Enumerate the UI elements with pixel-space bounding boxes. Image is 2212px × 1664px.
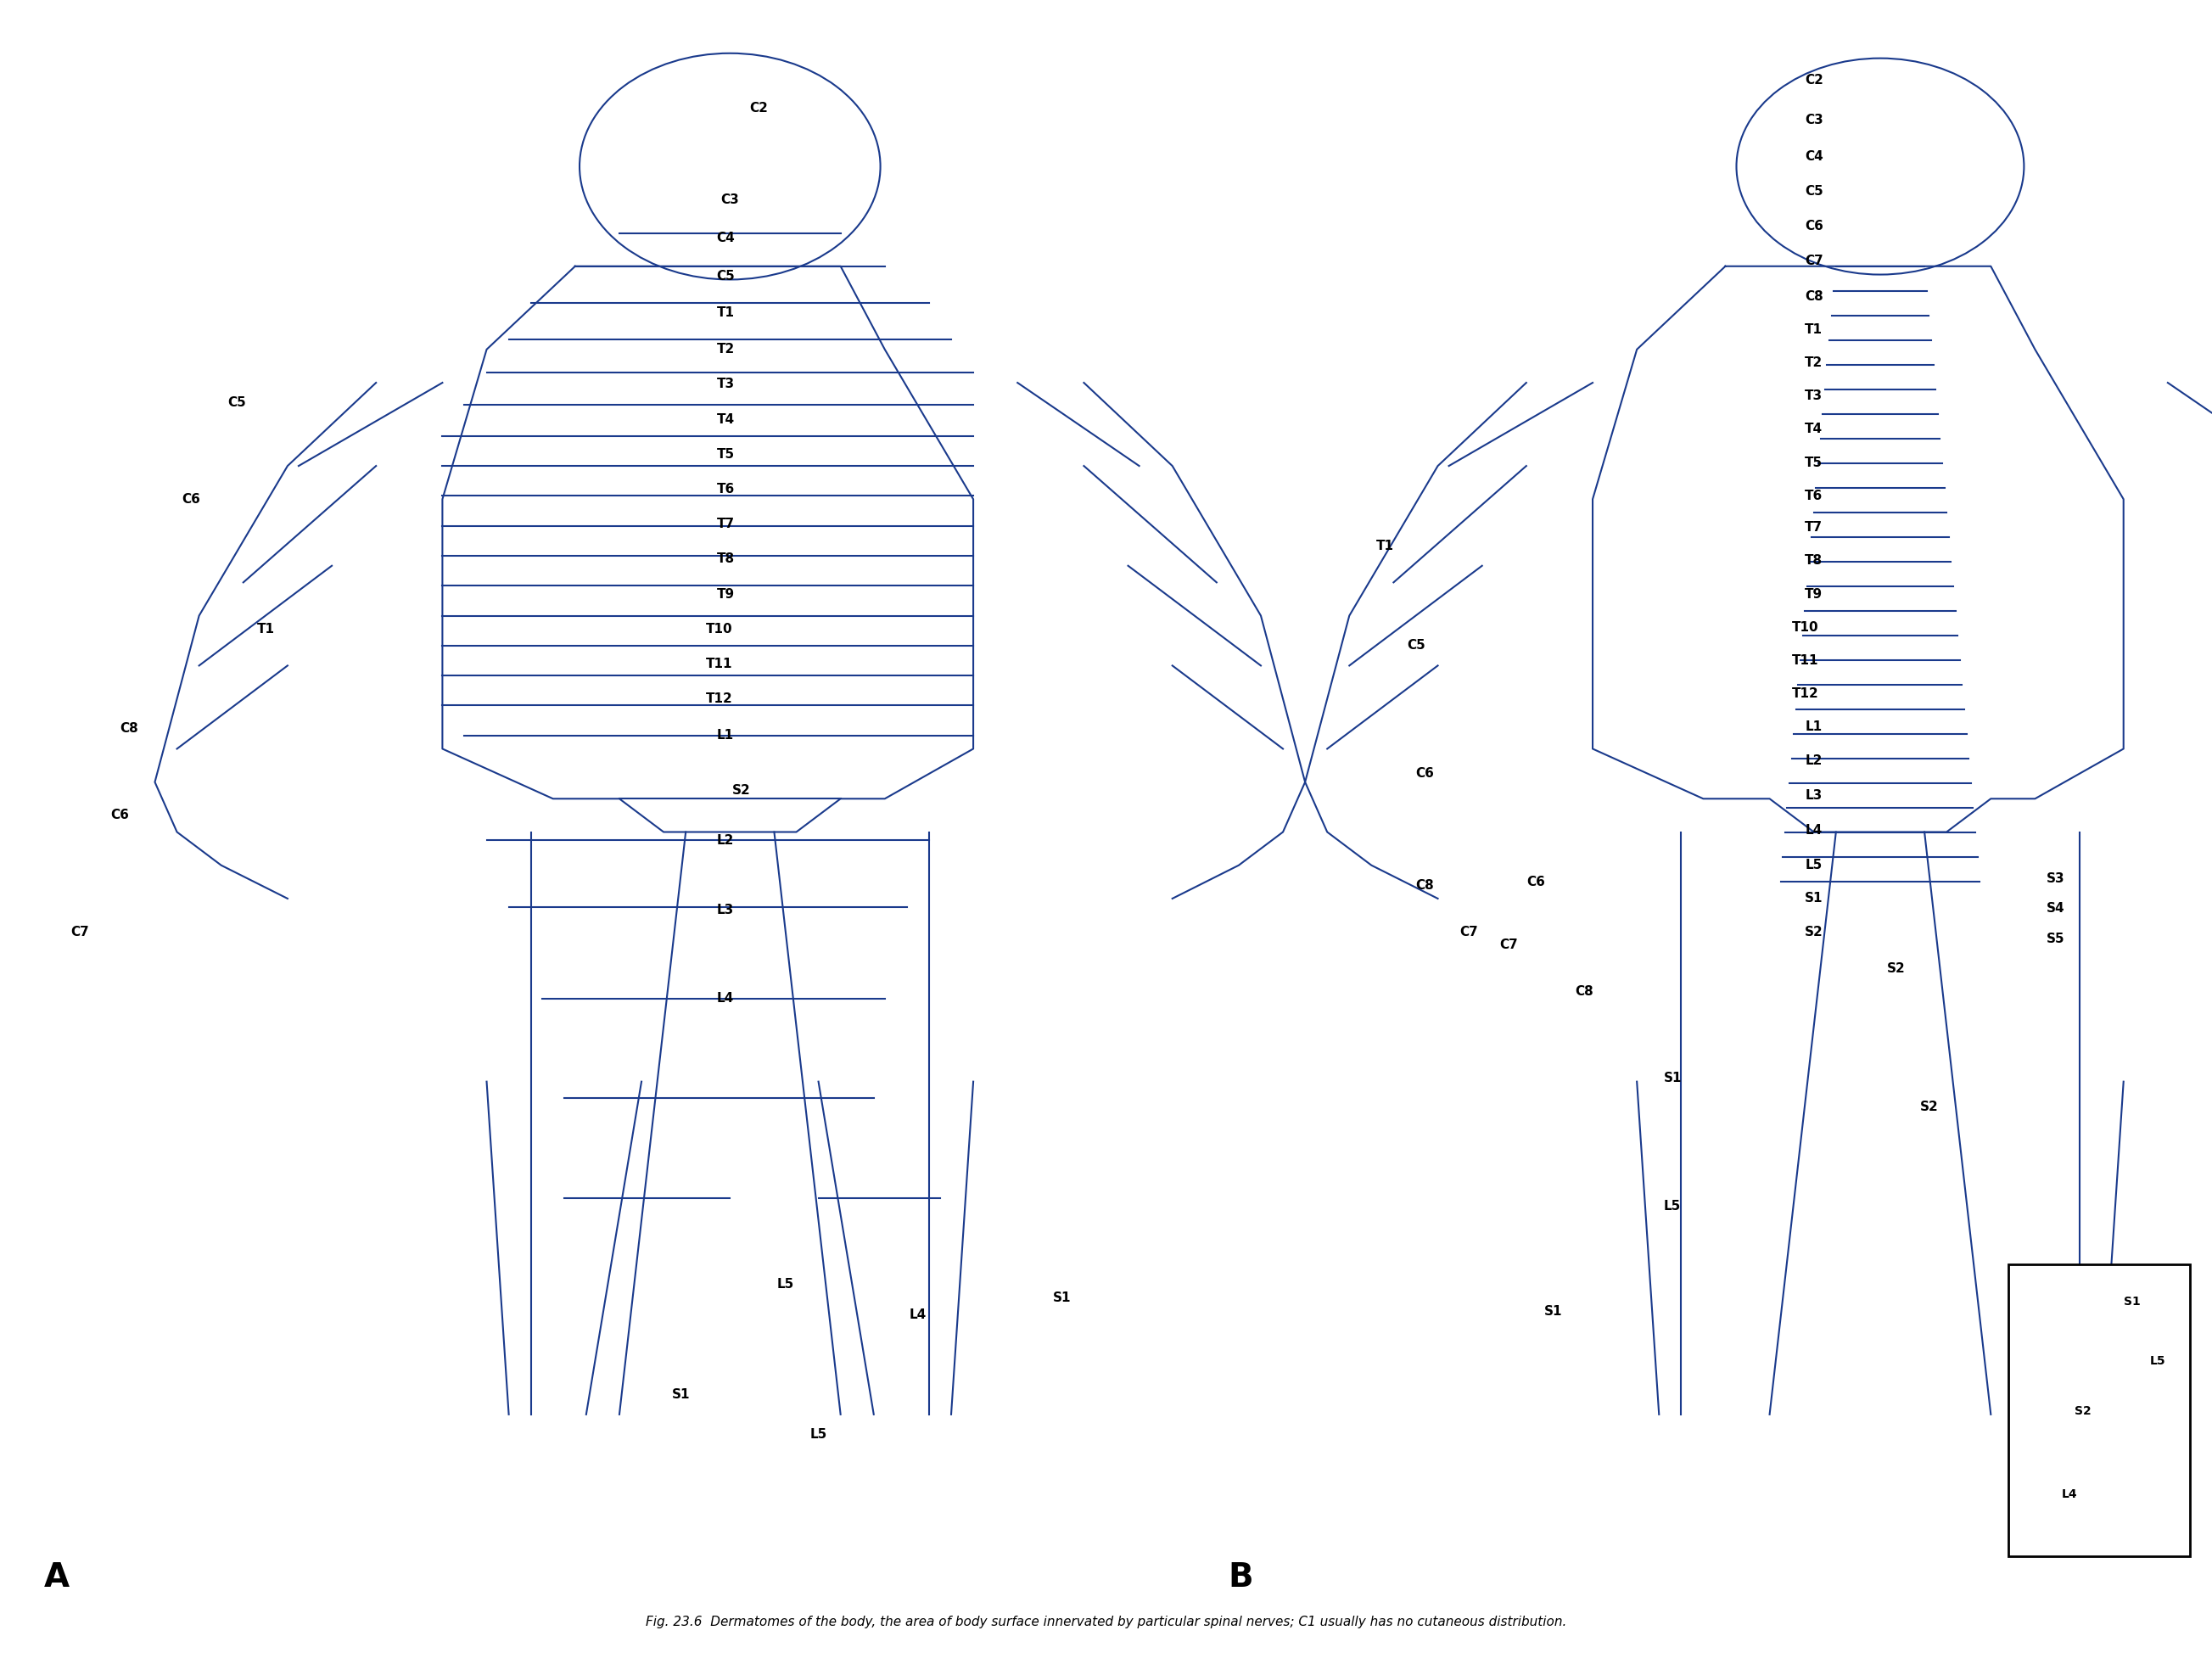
Text: L4: L4 xyxy=(909,1308,927,1321)
Text: C5: C5 xyxy=(1805,185,1823,198)
Text: S1: S1 xyxy=(1053,1291,1071,1305)
Text: T9: T9 xyxy=(717,587,734,601)
Text: L5: L5 xyxy=(2150,1354,2166,1368)
Text: Fig. 23.6  Dermatomes of the body, the area of body surface innervated by partic: Fig. 23.6 Dermatomes of the body, the ar… xyxy=(646,1616,1566,1629)
Text: T1: T1 xyxy=(717,306,734,319)
Text: S1: S1 xyxy=(2124,1295,2141,1308)
Text: C6: C6 xyxy=(1805,220,1823,233)
Text: T8: T8 xyxy=(1805,554,1823,567)
Text: T4: T4 xyxy=(1805,423,1823,436)
Text: L1: L1 xyxy=(1805,721,1823,734)
Text: C7: C7 xyxy=(1500,938,1517,952)
Text: L1: L1 xyxy=(717,729,734,742)
Text: T10: T10 xyxy=(1792,621,1818,634)
Text: T10: T10 xyxy=(706,622,732,636)
Text: T12: T12 xyxy=(706,692,732,706)
Text: T8: T8 xyxy=(717,552,734,566)
Text: C8: C8 xyxy=(1805,290,1823,303)
Text: S2: S2 xyxy=(2075,1404,2093,1418)
Text: S1: S1 xyxy=(1544,1305,1562,1318)
Text: T3: T3 xyxy=(717,378,734,391)
Text: L3: L3 xyxy=(717,904,734,917)
Text: L2: L2 xyxy=(1805,754,1823,767)
Text: T7: T7 xyxy=(1805,521,1823,534)
Text: T11: T11 xyxy=(706,657,732,671)
Text: C2: C2 xyxy=(1805,73,1823,87)
Text: S5: S5 xyxy=(2046,932,2064,945)
Text: S2: S2 xyxy=(732,784,750,797)
Text: T6: T6 xyxy=(1805,489,1823,503)
Text: T5: T5 xyxy=(1805,456,1823,469)
Text: C6: C6 xyxy=(111,809,128,822)
Text: C8: C8 xyxy=(119,722,137,735)
Text: S3: S3 xyxy=(2046,872,2064,885)
Text: C4: C4 xyxy=(717,231,734,245)
Text: S1: S1 xyxy=(1805,892,1823,905)
Text: S2: S2 xyxy=(1887,962,1905,975)
Text: L2: L2 xyxy=(717,834,734,847)
Text: B: B xyxy=(1228,1561,1252,1594)
Text: L5: L5 xyxy=(1805,859,1823,872)
Text: C7: C7 xyxy=(1460,925,1478,938)
Text: T3: T3 xyxy=(1805,389,1823,403)
Text: C3: C3 xyxy=(1805,113,1823,126)
Text: C6: C6 xyxy=(1416,767,1433,780)
Text: L4: L4 xyxy=(2062,1488,2077,1501)
Text: C3: C3 xyxy=(721,193,739,206)
Text: S2: S2 xyxy=(1920,1100,1938,1113)
Text: S1: S1 xyxy=(672,1388,690,1401)
Text: C5: C5 xyxy=(717,270,734,283)
Text: L5: L5 xyxy=(776,1278,794,1291)
Text: C2: C2 xyxy=(750,102,768,115)
Text: S2: S2 xyxy=(1805,925,1823,938)
Text: C5: C5 xyxy=(1407,639,1425,652)
Text: T12: T12 xyxy=(1792,687,1818,701)
Text: T1: T1 xyxy=(1376,539,1394,552)
Text: T5: T5 xyxy=(717,448,734,461)
Text: L5: L5 xyxy=(810,1428,827,1441)
Text: L5: L5 xyxy=(1663,1200,1681,1213)
Text: C7: C7 xyxy=(71,925,88,938)
Text: C6: C6 xyxy=(181,493,199,506)
Text: C8: C8 xyxy=(1416,879,1433,892)
Text: T1: T1 xyxy=(1805,323,1823,336)
Text: S1: S1 xyxy=(1663,1072,1681,1085)
Text: C4: C4 xyxy=(1805,150,1823,163)
Text: C8: C8 xyxy=(1575,985,1593,998)
Text: L4: L4 xyxy=(717,992,734,1005)
Text: A: A xyxy=(44,1561,71,1594)
Text: T1: T1 xyxy=(257,622,274,636)
Text: C5: C5 xyxy=(228,396,246,409)
Text: L3: L3 xyxy=(1805,789,1823,802)
Text: T4: T4 xyxy=(717,413,734,426)
Text: C6: C6 xyxy=(1526,875,1544,889)
Text: T6: T6 xyxy=(717,483,734,496)
Text: T9: T9 xyxy=(1805,587,1823,601)
Text: T7: T7 xyxy=(717,518,734,531)
Bar xyxy=(2008,1265,2190,1556)
Text: T11: T11 xyxy=(1792,654,1818,667)
Text: S4: S4 xyxy=(2046,902,2064,915)
Text: T2: T2 xyxy=(717,343,734,356)
Text: L4: L4 xyxy=(1805,824,1823,837)
Text: C7: C7 xyxy=(1805,255,1823,268)
Text: T2: T2 xyxy=(1805,356,1823,369)
